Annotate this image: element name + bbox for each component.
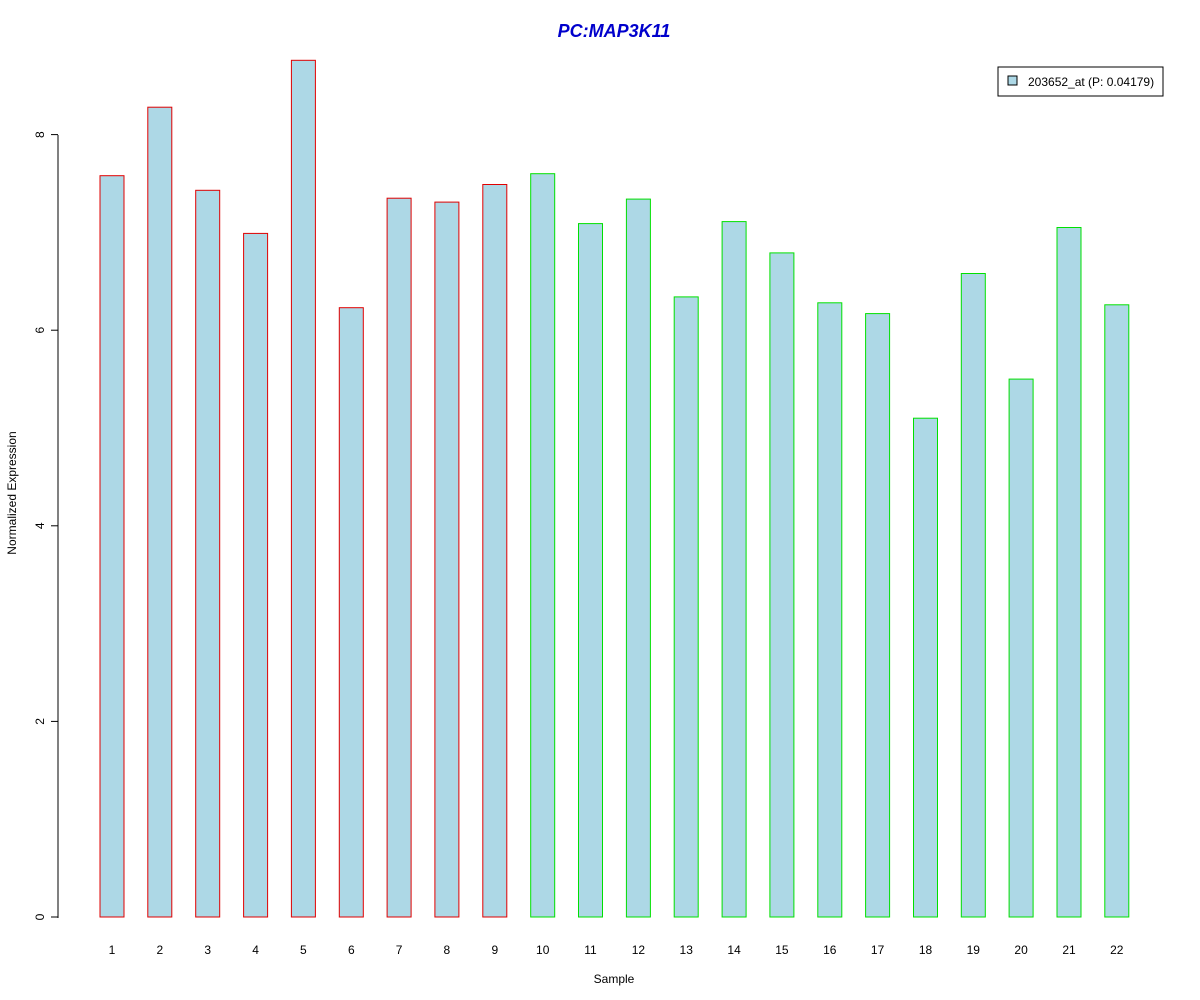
x-tick-label: 11 <box>584 943 597 957</box>
legend-label: 203652_at (P: 0.04179) <box>1028 75 1154 89</box>
bar-sample-5 <box>290 59 316 918</box>
legend-swatch <box>1007 75 1018 86</box>
y-tick-label: 2 <box>33 718 47 725</box>
x-tick-label: 8 <box>444 943 451 957</box>
bar-sample-12 <box>625 198 651 918</box>
x-tick-label: 21 <box>1062 943 1076 957</box>
y-tick-label: 0 <box>33 913 47 920</box>
bar-sample-1 <box>99 175 125 918</box>
x-tick-label: 1 <box>109 943 116 957</box>
x-tick-label: 6 <box>348 943 355 957</box>
x-tick-label: 22 <box>1110 943 1124 957</box>
bar-sample-13 <box>673 296 699 918</box>
y-tick-label: 4 <box>33 522 47 529</box>
x-tick-label: 3 <box>204 943 211 957</box>
x-tick-label: 10 <box>536 943 550 957</box>
x-tick-label: 16 <box>823 943 837 957</box>
bar-sample-4 <box>243 232 269 918</box>
bar-sample-11 <box>578 223 603 918</box>
y-tick-label: 8 <box>33 131 47 138</box>
y-tick-label: 6 <box>33 327 47 334</box>
bar-sample-6 <box>338 307 364 918</box>
bar-sample-18 <box>913 417 938 918</box>
x-tick-label: 7 <box>396 943 403 957</box>
x-tick-label: 13 <box>680 943 694 957</box>
x-axis-ticks: 1 2 3 4 5 6 7 8 9 10 11 12 13 14 15 16 17 18 19 20 21 22 <box>109 943 1124 957</box>
bar-sample-2 <box>147 106 173 918</box>
x-tick-label: 4 <box>252 943 259 957</box>
x-tick-label: 9 <box>491 943 498 957</box>
chart-title: PC:MAP3K11 <box>558 21 671 41</box>
bar-sample-7 <box>386 197 412 918</box>
x-tick-label: 19 <box>967 943 981 957</box>
x-tick-label: 15 <box>775 943 789 957</box>
x-tick-label: 17 <box>871 943 885 957</box>
x-tick-label: 20 <box>1014 943 1028 957</box>
x-tick-label: 5 <box>300 943 307 957</box>
bar-sample-15 <box>769 252 795 918</box>
x-tick-label: 18 <box>919 943 933 957</box>
bar-sample-20 <box>1008 378 1034 918</box>
legend-box <box>997 66 1164 97</box>
bar-sample-3 <box>195 189 221 918</box>
bar-sample-14 <box>721 221 747 918</box>
bar-sample-16 <box>817 302 843 918</box>
bar-sample-19 <box>960 273 986 918</box>
bar-sample-22 <box>1104 304 1130 918</box>
legend: 203652_at (P: 0.04179) <box>997 66 1164 97</box>
bar-sample-8 <box>434 201 460 918</box>
x-axis-title: Sample <box>594 972 635 986</box>
bars <box>99 59 1130 918</box>
y-axis-title: Normalized Expression <box>5 431 19 554</box>
y-axis-ticks: 0 2 4 6 8 <box>33 131 58 920</box>
bar-sample-21 <box>1056 227 1082 918</box>
x-tick-label: 2 <box>156 943 163 957</box>
bar-sample-9 <box>482 184 508 918</box>
bar-sample-17 <box>865 313 891 918</box>
x-tick-label: 14 <box>727 943 741 957</box>
bar-sample-10 <box>530 173 556 918</box>
x-tick-label: 12 <box>632 943 646 957</box>
